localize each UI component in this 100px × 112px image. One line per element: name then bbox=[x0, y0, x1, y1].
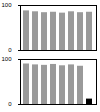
svg-text:0: 0 bbox=[8, 101, 12, 107]
svg-text:100: 100 bbox=[1, 2, 12, 8]
svg-text:100: 100 bbox=[1, 56, 12, 62]
svg-text:0: 0 bbox=[8, 47, 12, 53]
